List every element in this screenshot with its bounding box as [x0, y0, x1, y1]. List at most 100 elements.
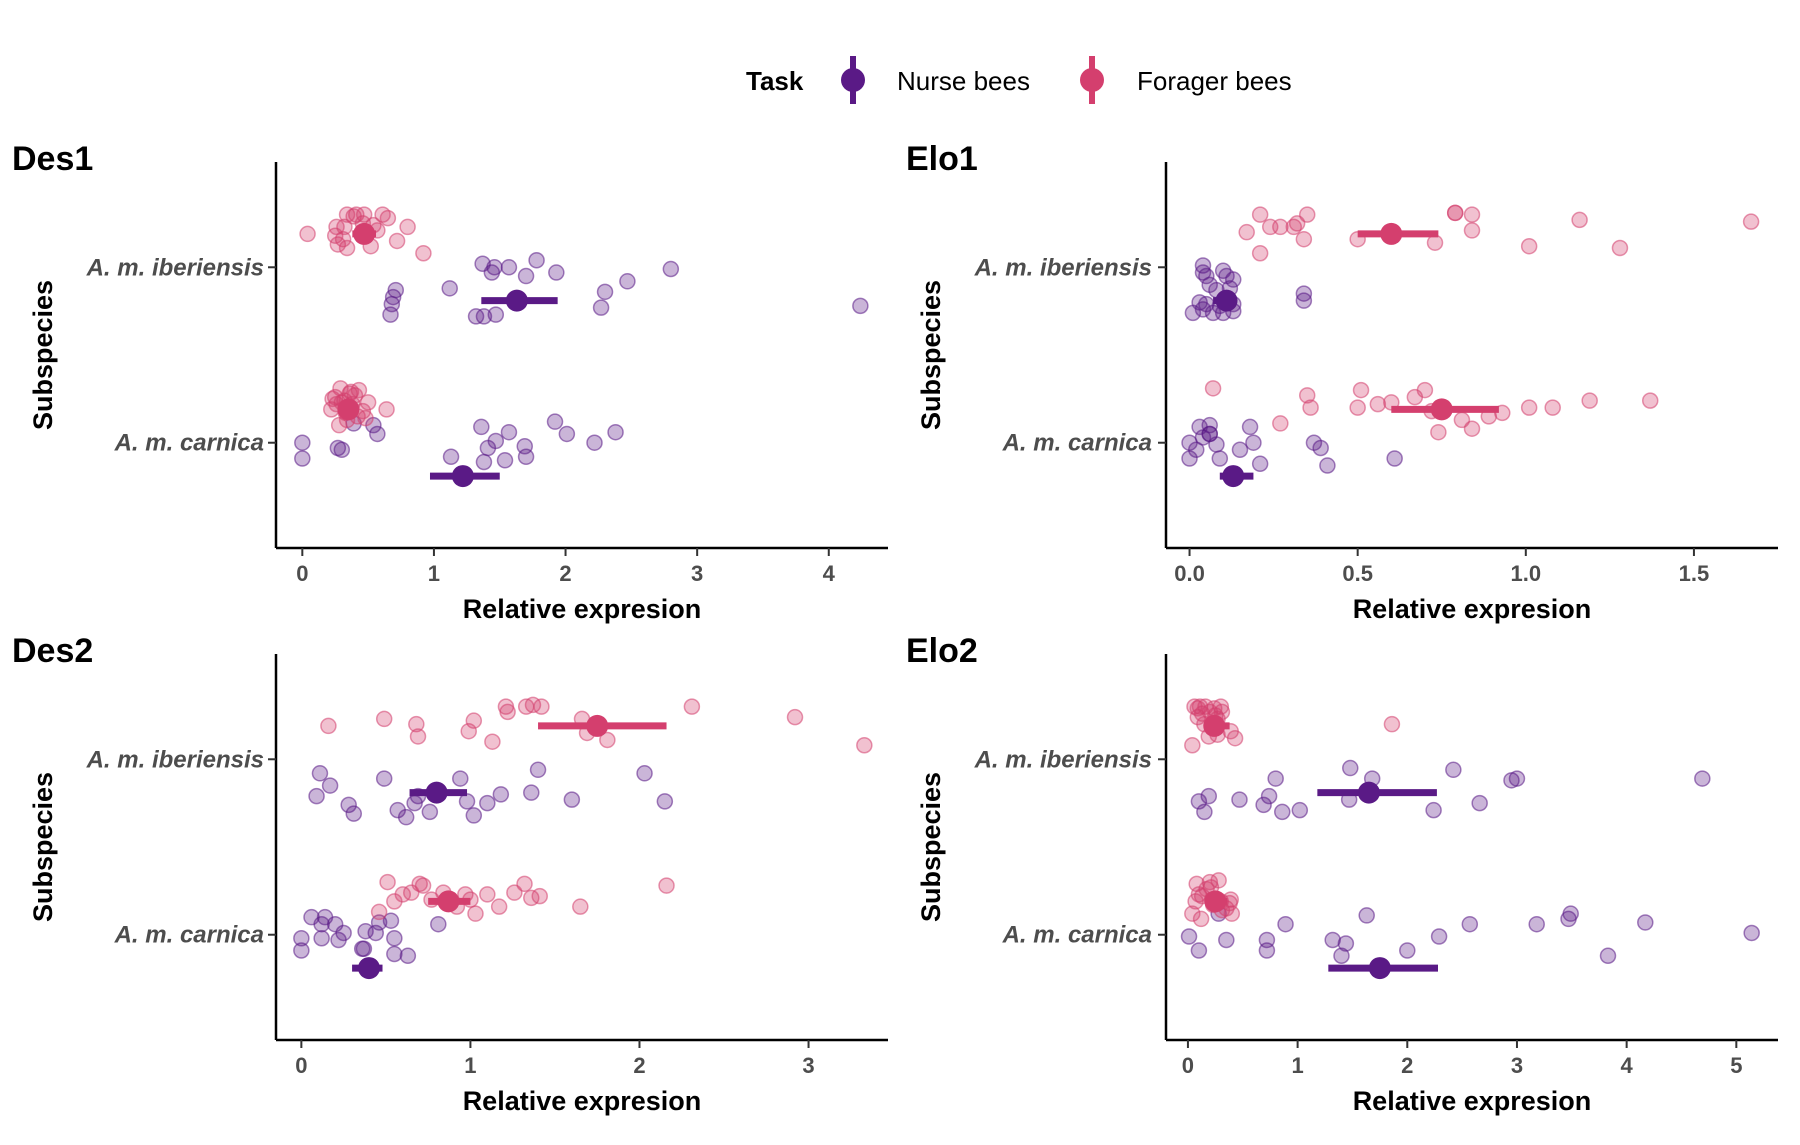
x-tick-label: 5	[1730, 1053, 1742, 1078]
data-point	[1386, 450, 1403, 467]
data-point	[408, 715, 425, 733]
y-axis-title: Subspecies	[28, 772, 58, 922]
data-point	[1463, 206, 1481, 223]
panel-title: Des1	[12, 140, 93, 178]
data-point	[442, 448, 460, 466]
data-point	[572, 898, 589, 915]
data-point	[293, 942, 310, 959]
data-point	[523, 784, 540, 801]
panel-title: Des2	[12, 632, 93, 670]
data-point	[607, 423, 624, 441]
data-point	[1251, 244, 1269, 262]
data-point	[1188, 441, 1205, 458]
data-point	[414, 877, 432, 894]
y-tick-label: A. m. iberiensis	[974, 254, 1152, 281]
data-point	[1508, 770, 1526, 787]
data-point	[487, 432, 505, 450]
data-point	[1272, 415, 1289, 432]
legend-title: Task	[746, 66, 804, 96]
data-point	[596, 283, 614, 301]
data-point	[1208, 436, 1225, 453]
data-point	[1383, 715, 1401, 733]
data-point	[379, 209, 397, 227]
data-point	[345, 805, 363, 822]
data-point	[350, 381, 368, 399]
data-point	[1471, 794, 1488, 812]
data-point	[852, 297, 869, 315]
data-point	[1528, 915, 1545, 933]
data-point	[1298, 206, 1316, 223]
data-point	[378, 401, 395, 418]
data-point	[1562, 905, 1579, 922]
x-tick-label: 0.5	[1342, 561, 1373, 586]
data-point	[1319, 457, 1336, 474]
data-point	[299, 225, 316, 243]
data-point	[1226, 729, 1244, 747]
y-axis-title: Subspecies	[28, 280, 58, 430]
data-point	[490, 898, 508, 915]
data-point	[340, 796, 357, 814]
data-point	[1337, 935, 1355, 952]
data-point	[517, 448, 535, 466]
data-point	[1694, 770, 1711, 787]
data-point	[375, 770, 393, 787]
mean-point	[425, 781, 448, 804]
data-point	[1190, 942, 1208, 959]
y-tick-label: A. m. iberiensis	[974, 746, 1152, 773]
mean-point	[1222, 465, 1245, 488]
y-tick-label: A. m. iberiensis	[86, 746, 264, 773]
data-point	[1295, 292, 1313, 309]
data-point	[496, 452, 514, 469]
data-point	[1180, 928, 1198, 945]
data-point	[359, 394, 377, 411]
data-point	[397, 808, 415, 826]
data-point	[1277, 915, 1294, 933]
data-point	[1743, 924, 1760, 942]
data-point	[1272, 218, 1289, 236]
mean-point	[437, 890, 460, 913]
legend-item-forager: Forager bees	[1080, 56, 1292, 104]
legend-item-nurse: Nurse bees	[841, 56, 1030, 104]
data-point	[388, 232, 406, 250]
data-point	[1223, 905, 1241, 922]
data-point	[399, 947, 417, 965]
data-point	[1446, 204, 1464, 222]
data-point	[1352, 381, 1370, 399]
data-point	[1611, 239, 1629, 257]
data-point	[1520, 399, 1538, 416]
data-point	[1184, 736, 1201, 754]
data-point	[500, 423, 518, 441]
data-point	[1302, 399, 1319, 416]
data-point	[1461, 915, 1479, 933]
data-point	[1225, 271, 1242, 288]
data-point	[475, 308, 493, 325]
panel-elo2: Elo2 0 1 2 3 4 5 A. m. carnica A. m. iberiensis R…	[906, 632, 1778, 1116]
data-point	[658, 877, 675, 894]
data-point	[369, 425, 386, 443]
data-point	[1520, 237, 1538, 255]
mean-point	[1368, 957, 1391, 980]
data-point	[1425, 801, 1442, 819]
data-point	[1637, 914, 1654, 931]
legend-key-nurse-dot	[841, 68, 865, 92]
panel-title: Elo1	[906, 140, 978, 178]
data-point	[1544, 399, 1561, 416]
data-point	[533, 698, 550, 715]
legend-label-nurse: Nurse bees	[897, 66, 1030, 96]
data-point	[473, 418, 490, 436]
data-point	[294, 450, 311, 467]
data-point	[1399, 942, 1416, 959]
data-point	[1245, 434, 1262, 451]
mean-point	[357, 957, 380, 980]
mean-point	[586, 714, 609, 737]
x-tick-label: 3	[802, 1053, 814, 1078]
data-point	[384, 288, 402, 306]
data-point	[1211, 450, 1229, 467]
data-point	[421, 803, 439, 821]
data-point	[1298, 387, 1316, 404]
data-point	[458, 793, 476, 810]
data-point	[484, 733, 501, 750]
data-point	[1204, 380, 1222, 397]
mean-point	[1215, 289, 1238, 312]
